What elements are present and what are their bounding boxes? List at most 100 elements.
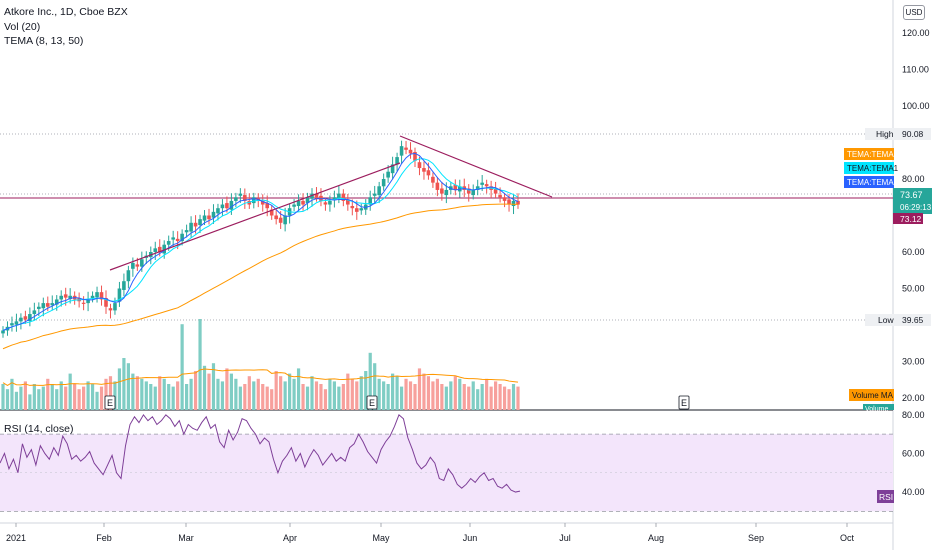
candle-body xyxy=(162,244,167,254)
candle-body xyxy=(498,195,502,198)
candle-body xyxy=(444,189,449,196)
rsi-indicator-label[interactable]: RSI (14, close) xyxy=(4,423,74,435)
symbol-title[interactable]: Atkore Inc., 1D, Cboe BZX xyxy=(4,6,128,18)
candle-body xyxy=(466,188,471,194)
tema-mid-line[interactable] xyxy=(2,158,519,331)
price-tick-label: 100.00 xyxy=(902,101,930,111)
candle-body xyxy=(140,259,144,267)
tema-slow-line[interactable] xyxy=(2,203,519,350)
volume-indicator-label[interactable]: Vol (20) xyxy=(4,21,41,33)
volume-bar xyxy=(117,368,122,410)
volume-bar xyxy=(283,381,287,410)
volume-bar xyxy=(440,384,444,410)
volume-bar xyxy=(140,378,144,410)
volume-bar xyxy=(14,391,19,410)
price-tick-label: 110.00 xyxy=(902,65,929,75)
last-price-badge[interactable] xyxy=(893,188,932,214)
countdown-value: 06:29:13 xyxy=(900,203,932,212)
time-tick-label: May xyxy=(372,533,390,543)
volume-bar xyxy=(77,389,81,410)
rsi-badge-label: RSI xyxy=(879,492,893,502)
descending-trendline[interactable] xyxy=(399,135,553,198)
volume-bar xyxy=(162,378,166,410)
candle-body xyxy=(216,208,220,214)
volume-bar xyxy=(489,386,493,410)
currency-badge[interactable]: USD xyxy=(903,5,925,20)
volume-bar xyxy=(180,324,184,410)
rsi-line[interactable] xyxy=(0,413,521,493)
volume-bar xyxy=(50,384,54,410)
earnings-marker[interactable] xyxy=(366,395,378,410)
low-badge-label: Low xyxy=(878,315,894,325)
volume-bar xyxy=(498,384,502,410)
candle-body xyxy=(50,303,55,306)
volume-bar xyxy=(373,363,377,410)
volume-bar xyxy=(202,365,207,410)
volume-bar xyxy=(328,378,332,410)
earnings-marker[interactable] xyxy=(104,395,116,410)
candle-body xyxy=(475,186,480,190)
volume-bar xyxy=(225,368,229,410)
volume-bar xyxy=(247,376,251,410)
volume-bar xyxy=(59,381,63,410)
candle-body xyxy=(104,297,108,307)
volume-bar xyxy=(216,378,220,410)
volume-bar xyxy=(167,384,171,410)
time-tick-label: Oct xyxy=(840,533,855,543)
volume-bar xyxy=(516,386,520,410)
candle-body xyxy=(399,146,404,156)
volume-bar xyxy=(261,384,265,410)
volume-bar xyxy=(346,373,350,410)
candle-body xyxy=(395,157,399,165)
candle-body xyxy=(493,188,498,194)
volume-bar xyxy=(207,373,211,410)
candle-body xyxy=(337,193,341,199)
candle-body xyxy=(45,303,50,307)
volume-bar xyxy=(265,386,269,410)
ascending-trendline[interactable] xyxy=(109,162,401,271)
volume-bar xyxy=(149,384,153,410)
volume-bar xyxy=(404,378,408,410)
volume-bar xyxy=(68,373,72,410)
rsi-badge[interactable] xyxy=(877,490,894,503)
volume-bar xyxy=(288,373,292,410)
volume-bar xyxy=(435,378,439,410)
price-tick-label: 30.00 xyxy=(902,357,925,367)
tema-indicator-label[interactable]: TEMA (8, 13, 50) xyxy=(4,35,84,47)
volume-bar xyxy=(417,368,422,410)
volume-bar xyxy=(153,386,157,410)
volume-bar xyxy=(135,376,139,410)
tema-badge[interactable] xyxy=(844,162,894,174)
prev-price-badge[interactable] xyxy=(893,213,923,224)
volume-bar xyxy=(185,384,189,410)
volume-bar xyxy=(90,384,95,410)
volume-bar xyxy=(126,363,130,410)
candle-body xyxy=(202,215,207,221)
volume-badge[interactable] xyxy=(863,404,894,410)
tema-badge[interactable] xyxy=(844,148,894,160)
candle-body xyxy=(184,230,189,233)
time-tick-label: Jul xyxy=(559,533,571,543)
volume-bar xyxy=(359,376,363,410)
candle-body xyxy=(99,292,104,300)
volume-bar xyxy=(198,319,202,410)
candle-body xyxy=(95,292,99,298)
candle-body xyxy=(251,197,256,204)
volume-bar xyxy=(176,381,180,410)
volume-ma-badge[interactable] xyxy=(849,389,894,401)
candle-body xyxy=(413,151,417,161)
high-badge-value: 90.08 xyxy=(902,129,924,139)
low-badge-value: 39.65 xyxy=(902,315,924,325)
rsi-tick-label: 80.00 xyxy=(902,410,925,420)
low-badge[interactable] xyxy=(865,314,931,326)
volume-bar xyxy=(305,386,310,410)
earnings-marker[interactable] xyxy=(678,395,690,410)
candle-body xyxy=(225,203,229,209)
candle-body xyxy=(480,182,484,185)
high-badge[interactable] xyxy=(865,128,931,140)
candle-body xyxy=(19,317,23,322)
tema-fast-line[interactable] xyxy=(2,152,519,331)
tema-badge[interactable] xyxy=(844,176,894,188)
candle-body xyxy=(435,182,440,190)
